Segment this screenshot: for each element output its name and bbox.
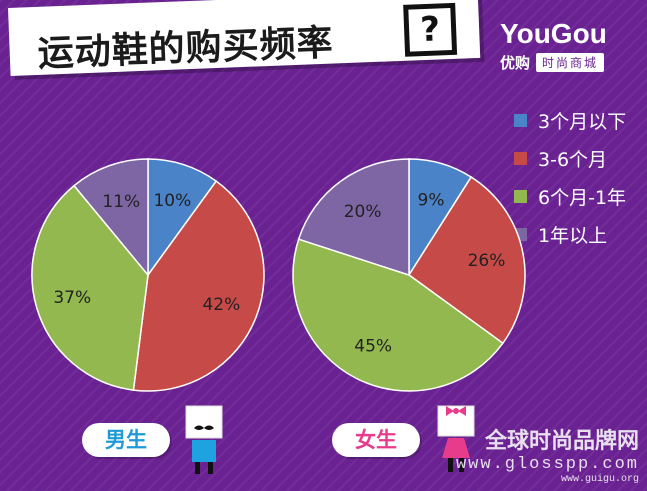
brand-logo: YouGou 优购 时尚商城 (500, 18, 632, 73)
legend-swatch (514, 151, 527, 165)
pie-slice (132, 180, 265, 392)
legend-item: 3个月以下 (514, 101, 626, 139)
legend-label: 1年以上 (538, 224, 608, 247)
brand-sub: 优购 时尚商城 (500, 52, 632, 73)
pie-slice (292, 238, 504, 392)
legend-label: 3个月以下 (538, 110, 627, 133)
pie-male: 10% 42% 37% 11% (31, 158, 265, 392)
male-badge: 男生 (82, 423, 170, 457)
legend-swatch (514, 189, 527, 203)
brand-name: YouGou (500, 18, 607, 49)
pie-female: 9% 26% 45% 20% (292, 158, 526, 392)
brand-tagline: 时尚商城 (536, 53, 605, 72)
pie-data-label: 45% (354, 336, 392, 356)
legend-label: 6个月-1年 (538, 186, 627, 209)
legend-item: 3-6个月 (514, 139, 626, 177)
watermark-url: www.glosspp.com (455, 455, 639, 474)
pie-slice (407, 176, 526, 345)
pie-data-label: 11% (102, 192, 140, 212)
legend: 3个月以下 3-6个月 6个月-1年 1年以上 (514, 101, 626, 253)
pie-data-label: 20% (344, 202, 382, 222)
pie-data-label: 37% (53, 288, 91, 308)
watermark-title: 全球时尚品牌网 (484, 428, 639, 454)
pie-data-label: 9% (418, 190, 445, 210)
pie-data-label: 10% (153, 191, 191, 211)
boy-figure-icon (185, 405, 223, 474)
pie-slice (297, 158, 410, 277)
pie-slice (147, 158, 218, 278)
pie-slice (73, 158, 149, 278)
pie-slice (31, 184, 149, 391)
brand-cn-name: 优购 (500, 54, 531, 72)
watermark: 全球时尚品牌网 www.glosspp.com www.guigu.org (456, 423, 639, 485)
girl-figure-icon (437, 405, 475, 472)
pie-data-label: 26% (468, 251, 506, 271)
legend-swatch (514, 113, 527, 127)
legend-label: 3-6个月 (538, 148, 608, 171)
legend-item: 6个月-1年 (514, 177, 626, 215)
watermark-url-secondary: www.guigu.org (560, 474, 639, 485)
female-badge: 女生 (332, 423, 420, 457)
pie-data-label: 42% (202, 295, 240, 315)
